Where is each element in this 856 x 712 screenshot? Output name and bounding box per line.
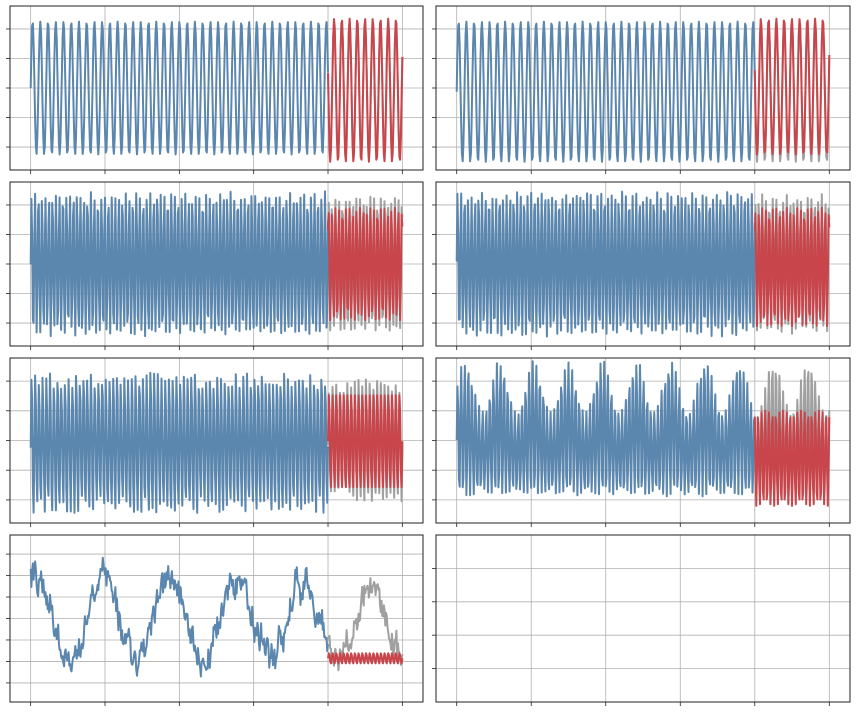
subplot-4 <box>432 181 851 350</box>
series-line-forecast <box>753 409 831 507</box>
axes-frame <box>435 5 851 171</box>
subplot-8 <box>432 534 851 706</box>
subplot-2 <box>432 5 851 174</box>
subplot-3 <box>6 181 424 350</box>
subplot-6 <box>432 357 851 527</box>
subplot-1 <box>6 5 424 174</box>
axes-frame <box>435 534 851 703</box>
series-line-history <box>455 360 756 498</box>
series-line-forecast <box>327 652 404 665</box>
axes-frame <box>9 5 424 171</box>
series-line-history <box>29 20 329 156</box>
series-line-forecast <box>327 394 404 489</box>
subplot-7 <box>6 534 424 706</box>
axes-frame <box>9 534 424 703</box>
axes-frame <box>9 181 424 347</box>
axes-frame <box>9 357 424 524</box>
series-line-forecast <box>327 17 404 163</box>
series-line-history <box>29 371 329 514</box>
series-line-history <box>455 190 756 338</box>
series-line-history <box>29 556 329 678</box>
subplot-5 <box>6 357 424 527</box>
series-line-forecast <box>327 206 404 322</box>
series-line-history <box>455 20 756 163</box>
series-line-history <box>29 190 329 338</box>
axes-frame <box>435 357 851 524</box>
series-line-forecast <box>753 206 831 327</box>
series-line-forecast <box>753 17 831 156</box>
axes-frame <box>435 181 851 347</box>
